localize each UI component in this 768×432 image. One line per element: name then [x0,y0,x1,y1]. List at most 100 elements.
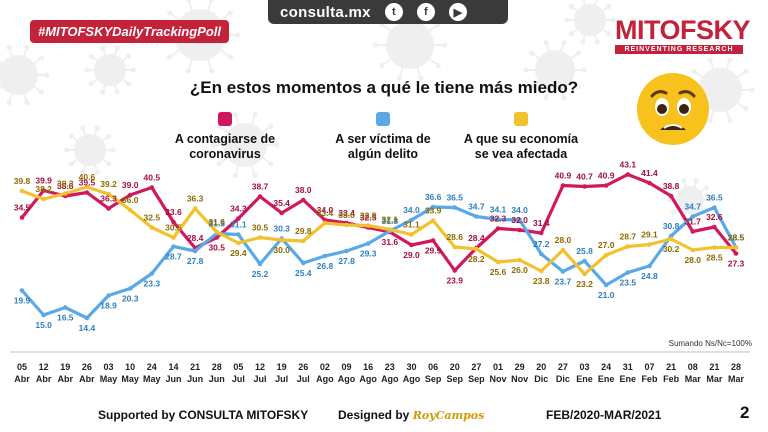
data-label-0: 40.9 [598,171,615,181]
virus-spike [554,52,580,71]
data-label-1: 27.8 [338,256,355,266]
virus-spike-tip [126,81,132,87]
footer-designed: Designed by RoyCampos [338,408,484,422]
virus-spike [689,187,708,201]
series-line-2 [20,185,738,276]
virus-spike [89,135,110,151]
virus-spike [0,60,19,76]
data-point-1 [41,312,46,318]
virus-spike [682,180,691,201]
data-label-2: 38.2 [35,184,52,194]
virus-spike-tip [707,117,713,123]
data-point-0 [106,206,111,211]
data-label-0: 40.9 [555,171,572,181]
virus-spike [101,47,111,71]
virus-spike-tip [691,68,697,74]
data-label-2: 28.2 [468,254,485,264]
virus-spike [381,44,411,67]
virus-spike [719,89,731,121]
virus-spike [218,144,246,165]
data-label-1: 21.0 [598,290,615,300]
virus-spike [89,149,99,173]
virus-spike-tip [581,0,585,1]
virus-spike [381,23,411,46]
virus-spike-tip [575,50,582,56]
data-label-0: 33.4 [338,208,355,218]
data-label-0: 41.4 [641,168,658,178]
data-label-2: 28.0 [555,235,572,245]
data-label-1: 31.8 [382,216,399,226]
footer-supported: Supported by CONSULTA MITOFSKY [98,408,309,422]
x-tick-label: 16 Ago [359,362,377,384]
virus-spike-tip [528,84,535,90]
virus-body [94,54,126,86]
virus-spike-tip [523,67,529,73]
data-point-1 [257,261,263,267]
data-label-0: 23.9 [446,276,463,286]
virus-spike-tip [564,17,570,23]
x-tick-label: 24 Ene [598,362,615,384]
virus-spike-tip [568,3,574,9]
virus-spike [89,127,99,151]
data-point-1 [365,241,371,246]
virus-spike-tip [185,68,191,74]
data-label-2: 33.4 [317,208,334,218]
data-label-0: 39.0 [122,180,139,190]
x-tick-label: 21 Jun [187,362,203,384]
x-tick-label: 26 Abr [79,362,95,384]
virus-spike-tip [94,169,100,175]
x-tick-label: 09 Ago [338,362,356,384]
data-point-2 [474,246,479,252]
data-point-0 [19,215,25,220]
data-point-2 [257,235,263,240]
data-point-2 [712,245,717,250]
data-point-2 [62,191,68,196]
virus-spike-tip [606,31,612,37]
twitter-icon[interactable]: t [384,3,403,21]
virus-spike-tip [64,147,70,153]
virus-spike-tip [252,172,258,178]
data-point-1 [19,288,25,293]
data-label-0: 29.0 [403,250,420,260]
x-tick-label: 02 Ago [316,362,334,384]
virus-spike [554,42,565,71]
x-tick-label: 21 Feb [663,362,680,384]
data-label-1: 15.0 [35,320,52,330]
x-tick-label: 20 Sep [446,362,463,384]
data-point-1 [344,248,349,254]
virus-spike-tip [693,216,699,222]
virus-spike-tip [707,57,713,63]
x-tick-label: 01 Nov [489,362,506,384]
virus-shape [0,44,50,106]
x-tick-label: 30 Ago [403,362,421,384]
data-label-1: 34.1 [490,205,507,215]
data-point-2 [409,232,414,237]
x-tick-label: 08 Mar [685,362,702,384]
virus-spike-tip [44,72,50,78]
virus-spike-tip [379,62,385,69]
x-tick-label: 19 Jul [275,362,288,384]
virus-spike-tip [543,39,549,46]
data-label-1: 25.8 [576,246,593,256]
data-point-1 [647,263,652,269]
virus-shape [523,39,587,101]
virus-spike [109,69,130,85]
x-tick-label: 20 Dic [534,362,548,384]
facebook-icon[interactable]: f [416,3,435,21]
youtube-icon[interactable]: ▶ [448,3,467,21]
virus-spike-tip [442,42,448,48]
site-link[interactable]: consulta.mx [280,3,371,21]
data-point-1 [300,260,306,266]
data-label-1: 28.5 [728,233,745,243]
x-tick-label: 21 Mar [706,362,723,384]
virus-spike-tip [575,84,582,90]
virus-body [535,50,575,90]
data-point-0 [495,226,501,231]
virus-spike [109,47,119,71]
data-label-2: 40.6 [79,172,96,182]
data-point-0 [430,238,436,243]
virus-spike-tip [743,68,749,74]
legend-swatch-contagio [218,112,232,126]
data-point-2 [430,218,436,223]
data-label-1: 36.5 [446,193,463,203]
